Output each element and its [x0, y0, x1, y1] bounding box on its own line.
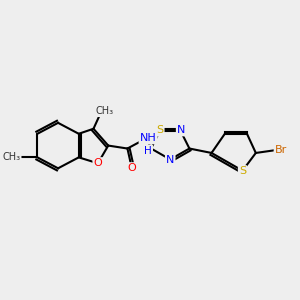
Text: O: O [128, 163, 136, 173]
Text: S: S [239, 166, 246, 176]
Text: H: H [144, 146, 152, 156]
Text: S: S [156, 125, 164, 135]
Text: NH: NH [140, 133, 157, 143]
Text: CH₃: CH₃ [2, 152, 20, 162]
Text: N: N [177, 125, 185, 135]
Text: Br: Br [275, 145, 287, 155]
Text: CH₃: CH₃ [95, 106, 113, 116]
Text: O: O [94, 158, 102, 168]
Text: N: N [166, 155, 174, 165]
